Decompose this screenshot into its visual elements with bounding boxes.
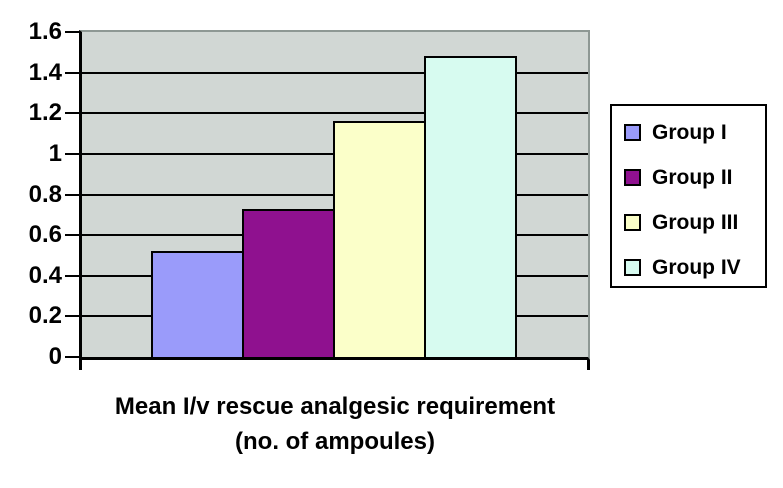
gridline	[82, 71, 588, 74]
bar-group-iv	[424, 56, 517, 357]
y-tick-label: 0.6	[28, 221, 62, 249]
legend-swatch-icon	[624, 124, 641, 141]
y-tick-mark	[65, 31, 79, 33]
y-tick-label: 0.4	[28, 261, 62, 289]
y-tick-label: 0	[48, 343, 62, 370]
gridline	[82, 112, 588, 115]
y-tick-mark	[65, 112, 79, 115]
legend-label: Group I	[652, 120, 727, 144]
y-tick-label: 0.8	[28, 180, 62, 208]
legend-item-group-iii: Group III	[624, 200, 765, 245]
y-tick-label: 1	[48, 139, 62, 167]
y-tick-mark	[65, 315, 79, 318]
y-tick-mark	[65, 234, 79, 237]
legend: Group I Group II Group III Group IV	[610, 104, 767, 288]
bar-group-iii	[333, 121, 426, 357]
y-tick-mark	[65, 193, 79, 196]
legend-item-group-iv: Group IV	[624, 245, 765, 290]
legend-swatch-icon	[624, 259, 641, 276]
plot-area	[79, 30, 590, 360]
legend-item-group-ii: Group II	[624, 155, 765, 200]
chart-title: Mean I/v rescue analgesic requirement (n…	[60, 389, 610, 459]
x-axis-tick-left	[79, 360, 82, 370]
bar-group-ii	[242, 209, 335, 357]
y-tick-label: 1.6	[28, 18, 62, 45]
y-tick-mark	[65, 71, 79, 74]
legend-swatch-icon	[624, 214, 641, 231]
legend-swatch-icon	[624, 169, 641, 186]
legend-label: Group IV	[652, 255, 741, 279]
bar-group-i	[151, 251, 244, 357]
y-tick-mark	[65, 152, 79, 155]
y-tick-label: 0.2	[28, 302, 62, 330]
legend-label: Group II	[652, 165, 733, 189]
y-tick-mark	[65, 274, 79, 277]
chart-title-line2: (no. of ampoules)	[235, 428, 435, 455]
y-tick-mark	[65, 356, 79, 358]
x-axis-tick-right	[587, 360, 590, 370]
y-tick-label: 1.4	[28, 58, 62, 86]
chart-title-line1: Mean I/v rescue analgesic requirement	[114, 393, 556, 420]
legend-label: Group III	[652, 210, 739, 234]
y-tick-label: 1.2	[28, 99, 62, 127]
legend-item-group-i: Group I	[624, 110, 765, 155]
